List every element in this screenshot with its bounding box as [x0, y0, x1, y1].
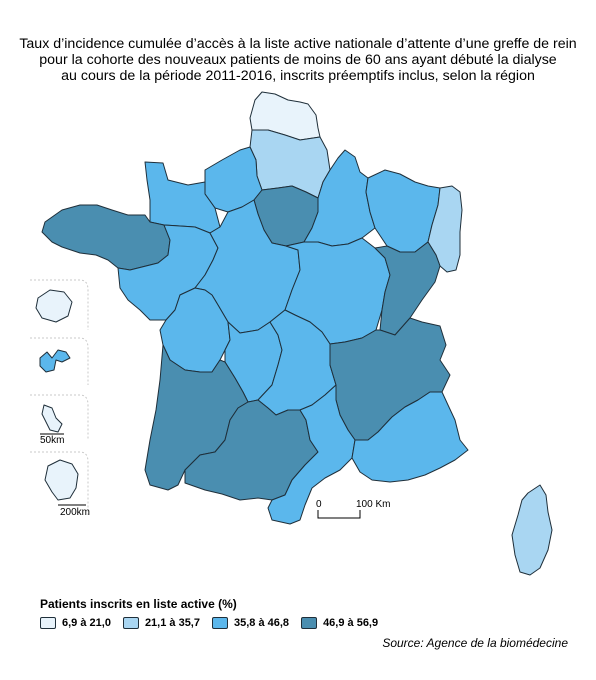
legend-label-3: 35,8 à 46,8 — [234, 617, 290, 629]
scale-label-0: 0 — [316, 499, 322, 510]
legend-item-1: 6,9 à 21,0 — [40, 617, 111, 629]
region-provence-alpes-cote-d-azur — [351, 391, 469, 483]
scale-label-50km: 50km — [40, 435, 64, 446]
map-title: Taux d’incidence cumulée d’accès à la li… — [0, 36, 596, 84]
region-martinique — [41, 404, 63, 433]
source-note: Source: Agence de la biomédecine — [382, 636, 568, 650]
legend-item-3: 35,8 à 46,8 — [212, 617, 289, 629]
legend-item-4: 46,9 à 56,9 — [301, 617, 378, 629]
inset-scale-50km: 50km — [40, 433, 64, 446]
legend-label-4: 46,9 à 56,9 — [323, 617, 379, 629]
region-guadeloupe — [39, 349, 71, 373]
legend-swatch-2 — [122, 617, 139, 629]
scale-label-100km: 100 Km — [356, 499, 390, 510]
legend-title: Patients inscrits en liste active (%) — [40, 597, 237, 611]
legend-swatch-1 — [40, 617, 56, 629]
inset-scale-200km: 200km — [58, 504, 90, 518]
region-alsace — [427, 185, 463, 273]
legend-label-2: 21,1 à 35,7 — [144, 617, 200, 629]
legend: 6,9 à 21,0 21,1 à 35,7 35,8 à 46,8 46,9 … — [40, 615, 390, 631]
title-line-1: Taux d’incidence cumulée d’accès à la li… — [19, 36, 577, 52]
legend-item-2: 21,1 à 35,7 — [122, 617, 200, 629]
legend-label-1: 6,9 à 21,0 — [62, 617, 111, 629]
dom-inset-frames — [30, 279, 89, 515]
title-line-3: au cours de la période 2011-2016, inscri… — [61, 68, 535, 84]
legend-swatch-3 — [212, 617, 228, 629]
region-languedoc-roussillon — [267, 384, 356, 525]
region-guyane — [44, 459, 79, 501]
main-scale-bar: 0 100 Km — [316, 499, 390, 519]
title-line-2: pour la cohorte des nouveaux patients de… — [39, 52, 557, 68]
region-corse — [511, 484, 553, 576]
region-franche-comte — [374, 241, 441, 336]
legend-swatch-4 — [301, 617, 318, 629]
scale-label-200km: 200km — [60, 507, 90, 518]
region-la-reunion — [35, 289, 73, 323]
